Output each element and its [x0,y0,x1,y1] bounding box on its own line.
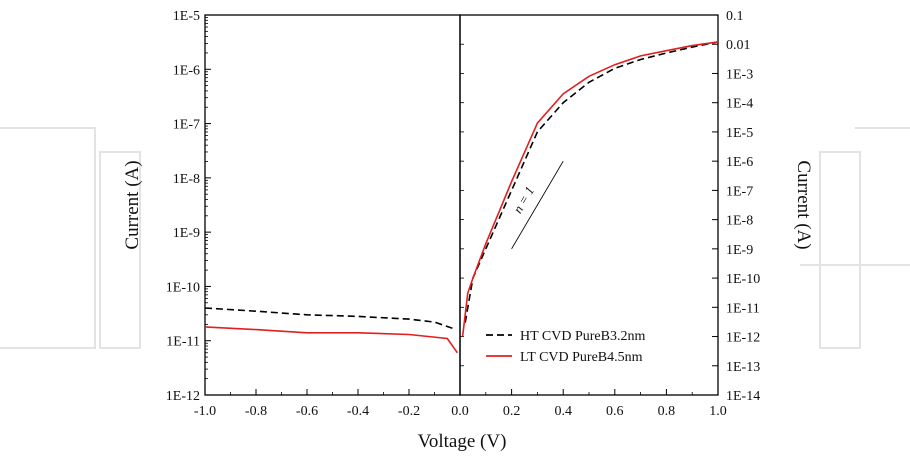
slope-annotation-label: n = 1 [510,184,537,216]
slope-reference-line [511,160,564,250]
legend-label-ht: HT CVD PureB3.2nm [520,329,645,344]
left-y-tick-label: 1E-9 [173,226,200,241]
right-y-tick-label: 1E-9 [726,243,753,258]
right-y-tick-label: 0.01 [726,38,751,53]
right-series [461,41,719,337]
legend: HT CVD PureB3.2nm LT CVD PureB4.5nm [486,329,645,365]
left-y-tick-label: 1E-12 [166,389,200,404]
left-x-tick-label: -0.6 [296,404,318,419]
right-y-tick-label: 1E-6 [726,155,753,170]
left-x-tick-label: 0.0 [451,404,469,419]
right-x-tick-label: 0.8 [658,404,676,419]
left-x-tick-label: -1.0 [194,404,216,419]
right-x-ticks: 0.2 0.4 0.6 0.8 1.0 [459,389,727,419]
left-x-tick-label: -0.2 [398,404,420,419]
right-y-axis-label: Current (A) [793,160,814,249]
right-y-tick-label: 1E-4 [726,97,753,112]
watermark-logo [0,127,910,349]
left-panel: 1E-12 1E-11 1E-10 1E-9 1E-8 1E-7 1E-6 1E-5 -1.0… [122,9,469,419]
left-y-tick-label: 1E-10 [166,280,200,295]
right-y-tick-label: 1E-11 [726,301,760,316]
right-y-ticks: 1E-14 1E-13 1E-12 1E-11 1E-10 1E-9 1E-8 1E-7 1E-… [460,9,760,404]
right-y-tick-label: 0.1 [726,9,744,24]
left-y-tick-label: 1E-5 [173,9,200,24]
right-y-tick-label: 1E-3 [726,67,753,82]
left-y-tick-label: 1E-8 [173,172,200,187]
right-x-tick-label: 0.6 [606,404,624,419]
right-x-tick-label: 0.4 [554,404,572,419]
left-plot-frame [204,14,461,396]
left-y-tick-label: 1E-6 [173,63,200,78]
left-series [204,307,459,354]
legend-label-lt: LT CVD PureB4.5nm [520,350,643,365]
right-y-tick-label: 1E-5 [726,126,753,141]
x-axis-label: Voltage (V) [418,431,507,452]
right-y-tick-label: 1E-10 [726,272,760,287]
right-y-tick-label: 1E-12 [726,331,760,346]
left-y-ticks: 1E-12 1E-11 1E-10 1E-9 1E-8 1E-7 1E-6 1E-5 [166,9,211,404]
series-line-ht-forward [464,41,719,323]
series-line-lt-forward [461,41,719,337]
right-y-tick-label: 1E-13 [726,360,760,375]
right-x-tick-label: 0.2 [503,404,521,419]
left-x-tick-label: -0.4 [347,404,369,419]
right-x-tick-label: 1.0 [709,404,727,419]
left-y-tick-label: 1E-7 [173,118,200,133]
left-x-ticks: -1.0 -0.8 -0.6 -0.4 -0.2 0.0 [194,389,469,419]
series-line-ht-reverse [204,307,453,329]
right-y-tick-label: 1E-7 [726,184,753,199]
series-line-lt-reverse [204,326,459,354]
right-panel: 1E-14 1E-13 1E-12 1E-11 1E-10 1E-9 1E-8 1E-7 1E-… [459,9,814,419]
left-y-axis-label: Current (A) [122,160,143,249]
right-y-tick-label: 1E-14 [726,389,760,404]
right-y-tick-label: 1E-8 [726,214,753,229]
left-x-tick-label: -0.8 [245,404,267,419]
left-y-tick-label: 1E-11 [166,335,200,350]
